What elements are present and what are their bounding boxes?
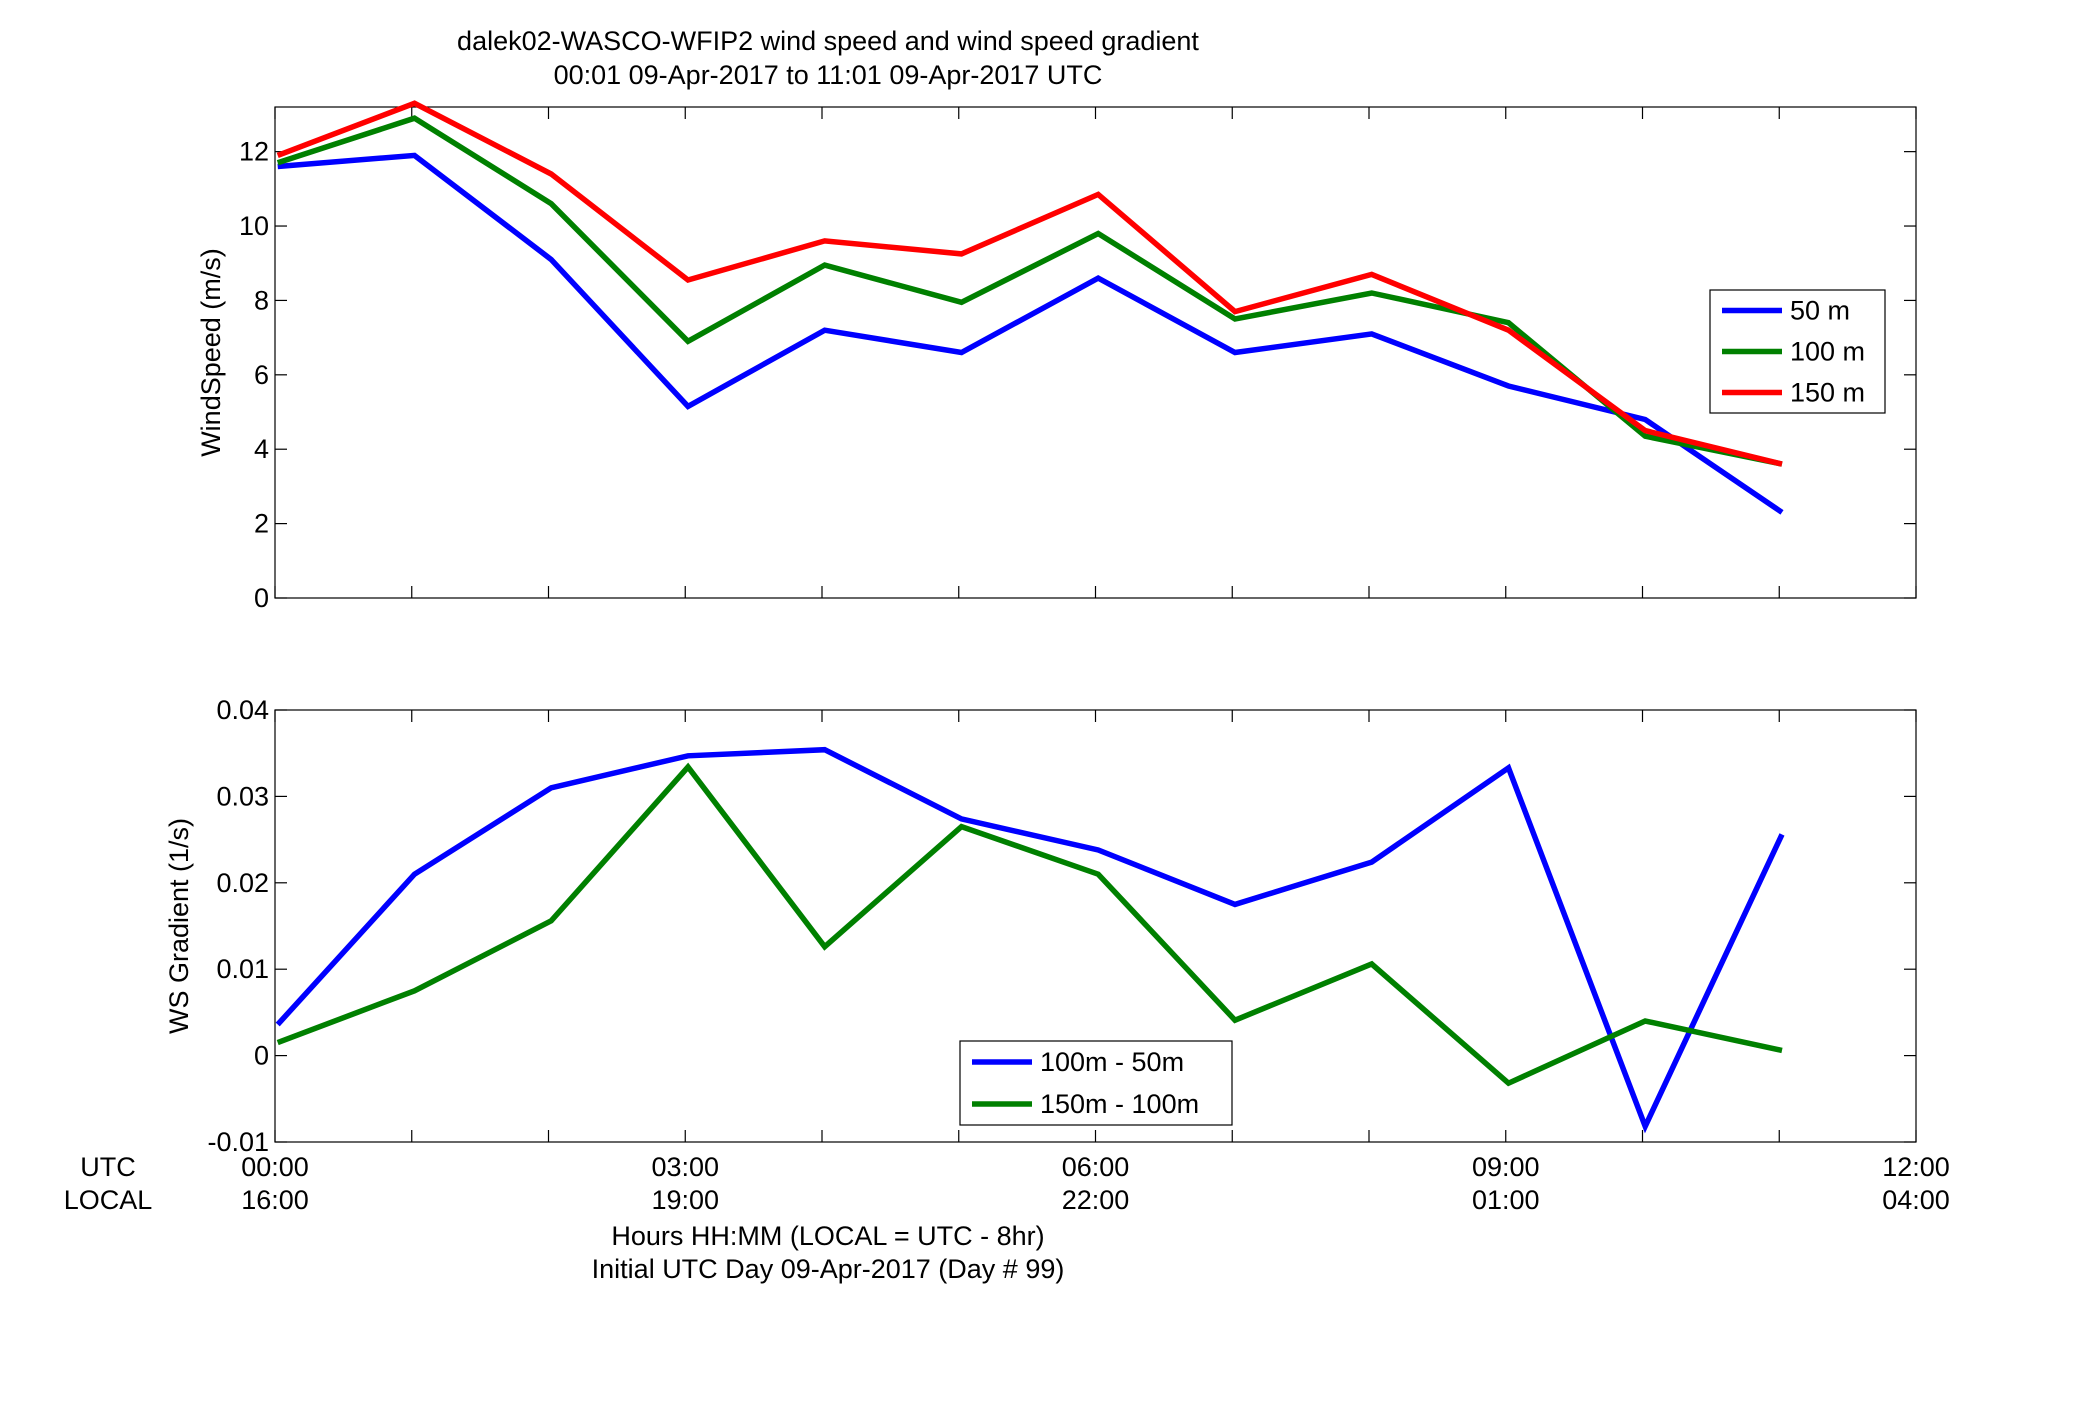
y-tick-label: 4	[254, 434, 269, 464]
chart-title-line2: 00:01 09-Apr-2017 to 11:01 09-Apr-2017 U…	[554, 60, 1103, 90]
chart-title-line1: dalek02-WASCO-WFIP2 wind speed and wind …	[457, 26, 1199, 56]
series-line	[276, 100, 1783, 467]
utc-row-label: UTC	[80, 1152, 136, 1182]
x-tick-label-utc: 00:00	[241, 1152, 309, 1182]
y-tick-label: 0.02	[216, 868, 269, 898]
y-tick-label: 6	[254, 360, 269, 390]
x-axis-label: Hours HH:MM (LOCAL = UTC - 8hr)	[611, 1221, 1044, 1251]
y-tick-label: 8	[254, 285, 269, 315]
legend-label: 100 m	[1790, 337, 1865, 367]
x-tick-label-local: 22:00	[1062, 1185, 1130, 1215]
x-tick-label-local: 04:00	[1882, 1185, 1950, 1215]
series-line	[276, 115, 1783, 467]
series-line	[276, 762, 1783, 1087]
y-tick-label: 0.01	[216, 954, 269, 984]
x-tick-label-utc: 03:00	[651, 1152, 719, 1182]
x-tick-label-utc: 06:00	[1062, 1152, 1130, 1182]
y-axis-label: WS Gradient (1/s)	[164, 818, 194, 1034]
local-row-label: LOCAL	[64, 1185, 153, 1215]
gradient-plot: -0.01 0 0.01 0.02 0.03 0.04 WS Gradient (1/s) 1…	[164, 695, 1917, 1157]
series-line	[277, 152, 1784, 515]
y-tick-label: 2	[254, 509, 269, 539]
y-axis-label: WindSpeed (m/s)	[196, 248, 226, 457]
y-tick-label: -0.01	[207, 1127, 269, 1157]
y-tick-label: 10	[239, 211, 269, 241]
legend-box	[959, 1040, 1233, 1126]
x-tick-label-local: 01:00	[1472, 1185, 1540, 1215]
legend: 50 m 100 m 150 m	[1709, 289, 1886, 414]
legend-label: 150 m	[1790, 378, 1865, 408]
legend: 100m - 50m 150m - 100m	[959, 1040, 1233, 1126]
x-axis-time-labels: 00:00 03:00 06:00 09:00 12:00 16:00 19:00 22:00…	[241, 1152, 1950, 1215]
y-tick-label: 0.03	[216, 781, 269, 811]
x-tick-label-local: 16:00	[241, 1185, 309, 1215]
y-tick-label: 0	[254, 583, 269, 613]
x-axis-sublabel: Initial UTC Day 09-Apr-2017 (Day # 99)	[592, 1254, 1065, 1284]
series-line	[275, 746, 1785, 1134]
legend-label: 100m - 50m	[1040, 1047, 1184, 1077]
x-tick-label-local: 19:00	[651, 1185, 719, 1215]
y-tick-label: 0.04	[216, 695, 269, 725]
x-tick-label-utc: 12:00	[1882, 1152, 1950, 1182]
windspeed-plot: 0 2 4 6 8 10 12 WindSpeed (m/s) 50 m 100 m 150 m	[196, 100, 1917, 613]
y-tick-label: 0	[254, 1041, 269, 1071]
y-tick-label: 12	[239, 137, 269, 167]
legend-label: 50 m	[1790, 296, 1850, 326]
legend-label: 150m - 100m	[1040, 1089, 1199, 1119]
x-tick-label-utc: 09:00	[1472, 1152, 1540, 1182]
